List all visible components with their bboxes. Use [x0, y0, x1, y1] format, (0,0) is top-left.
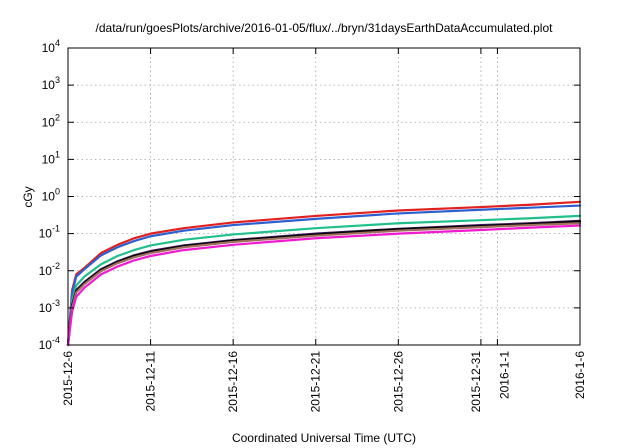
y-tick-label: 10-1 [39, 224, 60, 241]
x-tick-label: 2015-12-26 [391, 351, 405, 413]
chart-title: /data/run/goesPlots/archive/2016-01-05/f… [96, 21, 554, 35]
series-line [66, 220, 582, 347]
series-line [66, 222, 582, 347]
y-tick-label: 102 [42, 112, 60, 129]
series-line [66, 214, 582, 347]
x-tick-label: 2016-1-1 [497, 351, 511, 399]
series-lines [66, 200, 582, 347]
x-tick-label: 2015-12-16 [226, 351, 240, 413]
series-line [66, 200, 582, 347]
x-axis: 2015-12-6 2015-12-11 2015-12-16 2015-12-21 2… [61, 48, 587, 412]
y-tick-label: 10-2 [39, 261, 60, 278]
y-tick-label: 10-3 [39, 298, 60, 315]
x-tick-label: 2015-12-11 [144, 351, 158, 412]
x-tick-label: 2015-12-31 [469, 351, 483, 413]
series-line [66, 219, 582, 347]
grid [68, 48, 580, 345]
y-tick-label: 103 [42, 75, 60, 92]
y-axis: 10-4 10-3 10-2 10-1 100 101 102 103 104 [39, 38, 580, 352]
x-tick-label: 2016-1-6 [573, 351, 587, 399]
series-line [66, 204, 582, 347]
x-tick-label: 2015-12-21 [309, 351, 323, 413]
series-line [66, 224, 582, 347]
y-tick-label: 101 [42, 149, 60, 166]
y-tick-label: 104 [42, 38, 60, 55]
x-axis-label: Coordinated Universal Time (UTC) [232, 431, 416, 445]
y-tick-label: 10-4 [39, 335, 60, 352]
x-tick-label: 2015-12-6 [61, 351, 75, 406]
y-axis-label: cGy [21, 186, 35, 207]
y-tick-label: 100 [42, 187, 60, 204]
